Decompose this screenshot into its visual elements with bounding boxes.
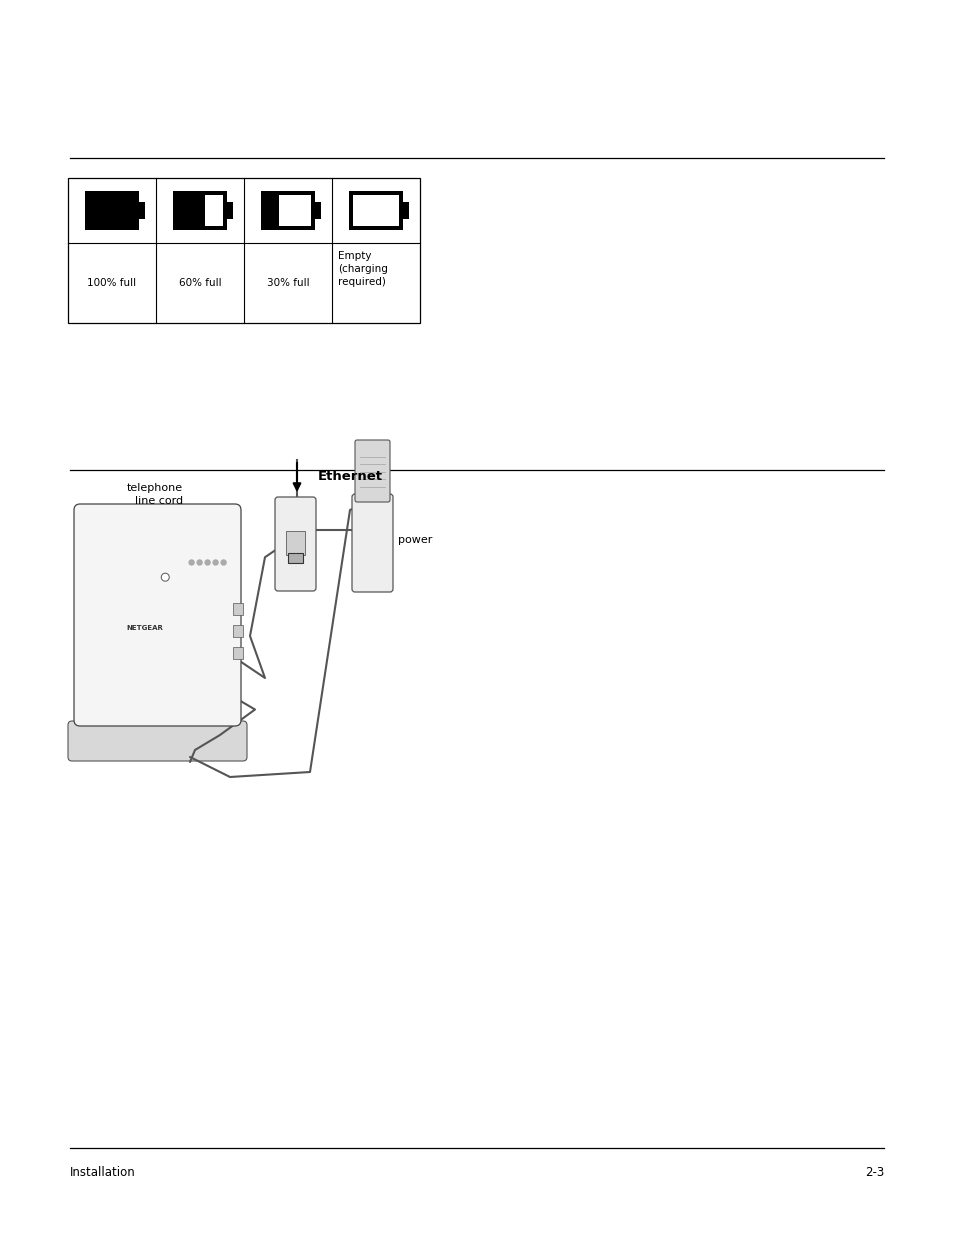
Bar	[90, 195, 134, 226]
Text: Installation: Installation	[70, 1166, 135, 1179]
Bar	[314, 203, 320, 219]
FancyBboxPatch shape	[274, 496, 315, 592]
Circle shape	[221, 559, 226, 564]
Circle shape	[189, 559, 193, 564]
Text: power: power	[397, 535, 432, 545]
Bar	[172, 190, 227, 231]
Text: 30% full: 30% full	[267, 278, 309, 288]
Bar	[349, 190, 402, 231]
Circle shape	[205, 559, 210, 564]
Text: NETGEAR: NETGEAR	[127, 625, 163, 631]
Bar	[353, 195, 398, 226]
Bar	[139, 203, 145, 219]
Circle shape	[161, 573, 169, 582]
FancyBboxPatch shape	[68, 721, 247, 761]
FancyBboxPatch shape	[74, 504, 241, 726]
Circle shape	[197, 559, 202, 564]
Bar	[288, 553, 303, 563]
FancyBboxPatch shape	[355, 440, 390, 501]
Text: 60% full: 60% full	[178, 278, 221, 288]
Bar	[261, 190, 314, 231]
Text: Empty
(charging
required): Empty (charging required)	[337, 251, 388, 287]
Bar	[402, 203, 409, 219]
Bar	[265, 195, 278, 226]
Text: 2-3: 2-3	[864, 1166, 883, 1179]
Bar	[286, 531, 305, 556]
Bar	[233, 646, 243, 658]
Bar	[177, 195, 223, 226]
Bar	[68, 178, 419, 324]
Text: telephone
line cord: telephone line cord	[127, 483, 183, 506]
Text: Ethernet: Ethernet	[317, 471, 382, 483]
Bar	[233, 603, 243, 615]
Text: 100% full: 100% full	[88, 278, 136, 288]
Bar	[85, 190, 139, 231]
Bar	[177, 195, 204, 226]
FancyBboxPatch shape	[352, 494, 393, 592]
Bar	[227, 203, 233, 219]
Bar	[265, 195, 311, 226]
Bar	[233, 625, 243, 636]
Bar	[90, 195, 134, 226]
Circle shape	[213, 559, 218, 564]
